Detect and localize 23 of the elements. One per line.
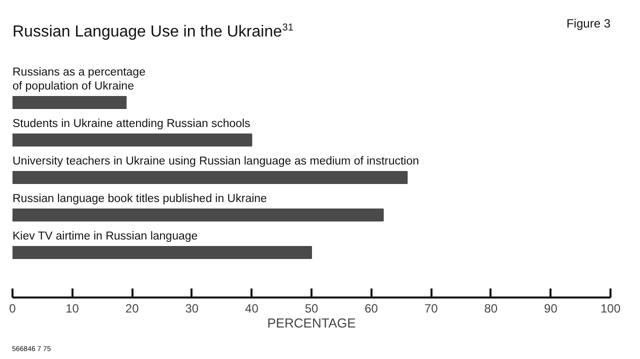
x-tick-label: 10 bbox=[66, 302, 80, 316]
bar bbox=[12, 208, 384, 222]
x-tick-label: 20 bbox=[125, 302, 140, 316]
y-tick-label: Russians as a percentage of population of Ukraine bbox=[12, 66, 146, 92]
x-tick-label: 100 bbox=[600, 302, 621, 316]
x-tick-label: 30 bbox=[185, 302, 199, 316]
bar bbox=[12, 134, 252, 146]
bar bbox=[12, 96, 127, 109]
bar bbox=[12, 171, 408, 184]
x-tick-label: 80 bbox=[484, 302, 498, 316]
y-tick-label: Russian language book titles published in Ukraine bbox=[12, 193, 267, 205]
x-tick-label: 70 bbox=[424, 302, 438, 316]
x-tick-label: 0 bbox=[9, 302, 16, 316]
y-tick-label: University teachers in Ukraine using Russian language as medium of instruction bbox=[12, 156, 420, 168]
caption: Figure 3 bbox=[566, 16, 611, 30]
x-tick-label: 60 bbox=[364, 302, 378, 316]
x-tick-label: 50 bbox=[304, 302, 318, 316]
x-tick-label: 90 bbox=[544, 302, 558, 316]
y-tick-label: Students in Ukraine attending Russian schools bbox=[12, 118, 251, 130]
bar bbox=[12, 246, 312, 259]
x-tick-label: 40 bbox=[245, 302, 259, 316]
x-axis-title: PERCENTAGE bbox=[267, 316, 356, 330]
y-tick-label: Kiev TV airtime in Russian language bbox=[12, 230, 198, 242]
